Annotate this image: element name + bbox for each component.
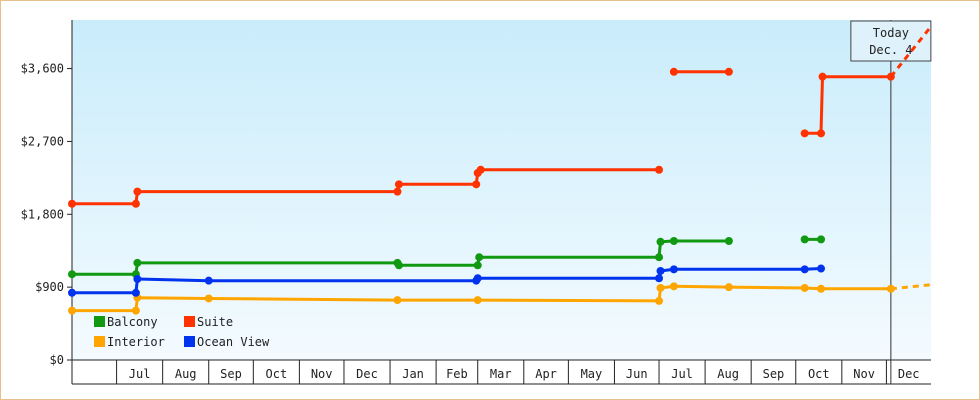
data-point-interior xyxy=(800,283,809,292)
today-callout-label: Today xyxy=(873,26,909,40)
x-month-label: Feb xyxy=(446,367,468,381)
data-point-suite xyxy=(669,67,678,76)
data-point-ocean-view xyxy=(473,274,482,283)
data-point-suite xyxy=(476,165,485,174)
data-point-ocean-view xyxy=(800,265,809,274)
x-month-label: Dec xyxy=(898,367,920,381)
data-point-interior xyxy=(656,283,665,292)
today-callout-date: Dec. 4 xyxy=(869,43,912,57)
data-point-balcony xyxy=(724,237,733,245)
data-point-interior xyxy=(669,282,678,291)
plot-background xyxy=(72,20,931,360)
data-point-balcony xyxy=(473,261,482,270)
data-point-balcony xyxy=(475,253,484,262)
data-point-suite xyxy=(817,129,826,138)
data-point-ocean-view xyxy=(68,288,76,297)
y-tick-label: $3,600 xyxy=(21,62,64,76)
legend-swatch xyxy=(94,336,105,347)
legend-swatch xyxy=(94,316,105,327)
data-point-interior xyxy=(886,284,895,293)
data-point-suite xyxy=(818,72,827,81)
y-tick-label: $2,700 xyxy=(21,134,64,148)
data-point-suite xyxy=(655,165,664,174)
data-point-balcony xyxy=(800,235,809,244)
data-point-balcony xyxy=(68,270,76,279)
data-point-suite xyxy=(393,187,402,196)
data-point-ocean-view xyxy=(656,266,665,275)
y-tick-label: $900 xyxy=(35,280,64,294)
data-point-balcony xyxy=(655,253,664,262)
x-month-label: Nov xyxy=(311,367,333,381)
data-point-balcony xyxy=(656,237,665,246)
data-point-suite xyxy=(724,67,733,76)
data-point-suite xyxy=(131,199,140,208)
legend-label: Balcony xyxy=(107,315,158,329)
x-month-label: Jan xyxy=(402,367,424,381)
data-point-suite xyxy=(68,199,76,208)
x-month-label: Apr xyxy=(535,367,557,381)
x-month-label: Oct xyxy=(808,367,830,381)
data-point-ocean-view xyxy=(131,288,140,297)
data-point-balcony xyxy=(817,235,826,244)
legend-label: Suite xyxy=(197,315,233,329)
data-point-interior xyxy=(204,294,213,303)
x-month-label: Oct xyxy=(266,367,288,381)
data-point-suite xyxy=(133,187,142,196)
data-point-interior xyxy=(655,296,664,305)
data-point-interior xyxy=(131,306,140,315)
x-month-label: Jul xyxy=(671,367,693,381)
data-point-interior xyxy=(393,296,402,305)
x-month-label: Nov xyxy=(853,367,875,381)
data-point-interior xyxy=(473,296,482,305)
x-month-label: May xyxy=(581,367,603,381)
legend-swatch xyxy=(184,336,195,347)
x-month-label: Sep xyxy=(763,367,785,381)
x-month-label: Dec xyxy=(356,367,378,381)
legend-swatch xyxy=(184,316,195,327)
x-month-label: Aug xyxy=(175,367,197,381)
data-point-ocean-view xyxy=(655,274,664,283)
x-month-label: Aug xyxy=(717,367,739,381)
y-tick-label: $1,800 xyxy=(21,207,64,221)
data-point-suite xyxy=(800,129,809,138)
data-point-ocean-view xyxy=(204,276,213,285)
data-point-ocean-view xyxy=(133,275,142,284)
data-point-interior xyxy=(817,284,826,293)
data-point-suite xyxy=(472,180,481,189)
data-point-interior xyxy=(724,283,733,292)
data-point-ocean-view xyxy=(817,264,826,273)
x-month-label: Sep xyxy=(220,367,242,381)
x-month-label: Jul xyxy=(129,367,151,381)
y-tick-label: $0 xyxy=(50,353,64,367)
legend-label: Interior xyxy=(107,335,165,349)
data-point-balcony xyxy=(669,237,678,245)
data-point-ocean-view xyxy=(669,265,678,274)
data-point-interior xyxy=(68,306,76,315)
data-point-suite xyxy=(394,180,403,189)
x-month-label: Jun xyxy=(626,367,648,381)
x-month-label: Mar xyxy=(490,367,512,381)
legend-label: Ocean View xyxy=(197,335,270,349)
data-point-balcony xyxy=(133,258,142,267)
series-line-suite xyxy=(804,75,891,135)
projection-line-interior xyxy=(890,283,932,291)
data-point-balcony xyxy=(394,261,403,270)
